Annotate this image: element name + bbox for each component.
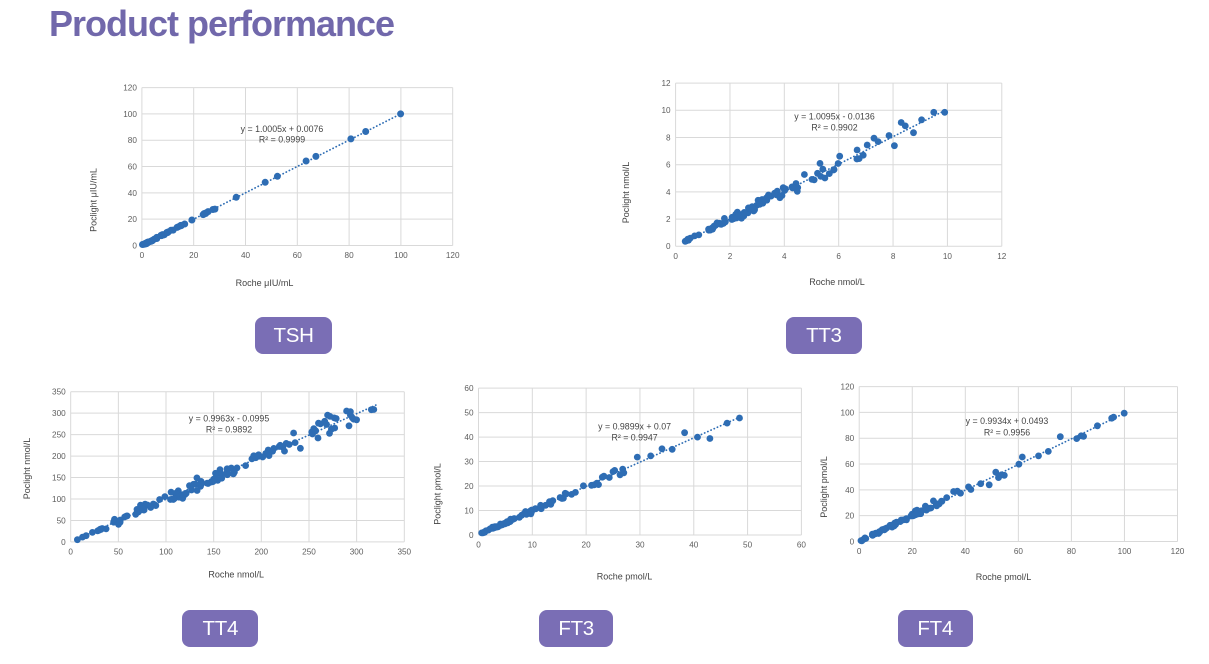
svg-text:10: 10	[943, 252, 953, 261]
svg-text:100: 100	[123, 110, 137, 119]
svg-text:y = 1.0005x + 0.0076: y = 1.0005x + 0.0076	[241, 124, 324, 134]
svg-text:250: 250	[302, 547, 316, 556]
svg-text:12: 12	[997, 252, 1007, 261]
svg-text:40: 40	[845, 486, 855, 495]
svg-text:2: 2	[666, 215, 671, 224]
svg-text:80: 80	[1067, 547, 1077, 556]
svg-text:60: 60	[464, 384, 474, 393]
svg-text:250: 250	[52, 431, 66, 440]
svg-text:300: 300	[350, 547, 364, 556]
svg-text:2: 2	[728, 252, 733, 261]
svg-text:350: 350	[52, 388, 66, 397]
svg-text:Roche pmol/L: Roche pmol/L	[976, 572, 1032, 582]
svg-text:0: 0	[850, 537, 855, 546]
svg-text:20: 20	[908, 547, 918, 556]
svg-text:10: 10	[464, 506, 474, 515]
svg-text:R² = 0.9947: R² = 0.9947	[611, 432, 657, 442]
svg-text:0: 0	[61, 538, 66, 547]
svg-text:350: 350	[397, 547, 411, 556]
svg-text:150: 150	[207, 547, 221, 556]
svg-text:300: 300	[52, 409, 66, 418]
svg-text:120: 120	[123, 84, 137, 93]
svg-text:6: 6	[836, 252, 841, 261]
svg-text:y = 0.9963x - 0.0995: y = 0.9963x - 0.0995	[189, 414, 270, 424]
svg-text:200: 200	[254, 547, 268, 556]
svg-text:20: 20	[464, 482, 474, 491]
svg-text:8: 8	[891, 252, 896, 261]
svg-text:10: 10	[528, 541, 538, 550]
svg-text:50: 50	[464, 409, 474, 418]
svg-text:80: 80	[128, 136, 138, 145]
svg-text:40: 40	[241, 251, 251, 260]
svg-text:0: 0	[857, 547, 862, 556]
svg-text:4: 4	[666, 188, 671, 197]
svg-text:0: 0	[68, 547, 73, 556]
svg-text:R² = 0.9892: R² = 0.9892	[206, 425, 252, 435]
svg-text:Roche pmol/L: Roche pmol/L	[597, 572, 653, 582]
svg-text:0: 0	[132, 241, 137, 250]
svg-text:150: 150	[52, 473, 66, 482]
svg-text:Poclight pmol/L: Poclight pmol/L	[433, 463, 443, 525]
svg-text:60: 60	[797, 541, 807, 550]
svg-text:40: 40	[128, 189, 138, 198]
svg-text:60: 60	[845, 460, 855, 469]
svg-text:120: 120	[1171, 547, 1185, 556]
svg-text:120: 120	[446, 251, 460, 260]
svg-text:4: 4	[782, 252, 787, 261]
svg-text:8: 8	[666, 133, 671, 142]
svg-text:20: 20	[845, 512, 855, 521]
svg-text:0: 0	[140, 251, 145, 260]
svg-text:0: 0	[476, 541, 481, 550]
svg-text:R² = 0.9956: R² = 0.9956	[984, 427, 1030, 437]
svg-text:60: 60	[293, 251, 303, 260]
svg-text:Poclight nmol/L: Poclight nmol/L	[621, 162, 631, 224]
svg-text:R² = 0.9999: R² = 0.9999	[259, 134, 305, 144]
svg-text:0: 0	[666, 242, 671, 251]
svg-text:Poclight nmol/L: Poclight nmol/L	[22, 438, 32, 500]
svg-text:y = 1.0095x - 0.0136: y = 1.0095x - 0.0136	[794, 111, 875, 121]
svg-text:y = 0.9899x + 0.07: y = 0.9899x + 0.07	[598, 421, 671, 431]
svg-text:60: 60	[1014, 547, 1024, 556]
svg-text:80: 80	[845, 434, 855, 443]
svg-text:100: 100	[52, 495, 66, 504]
svg-text:20: 20	[128, 215, 138, 224]
svg-text:Roche nmol/L: Roche nmol/L	[809, 277, 865, 287]
svg-text:20: 20	[582, 541, 592, 550]
svg-text:40: 40	[464, 433, 474, 442]
svg-text:y = 0.9934x + 0.0493: y = 0.9934x + 0.0493	[966, 416, 1049, 426]
svg-text:50: 50	[57, 516, 67, 525]
svg-text:50: 50	[114, 547, 124, 556]
svg-text:50: 50	[743, 541, 753, 550]
svg-text:R² = 0.9902: R² = 0.9902	[811, 123, 857, 133]
svg-text:0: 0	[673, 252, 678, 261]
svg-text:120: 120	[841, 383, 855, 392]
svg-text:Roche μIU/mL: Roche μIU/mL	[236, 278, 294, 288]
svg-text:Poclight pmol/L: Poclight pmol/L	[819, 456, 829, 518]
svg-text:20: 20	[189, 251, 199, 260]
svg-text:10: 10	[661, 106, 671, 115]
svg-text:200: 200	[52, 452, 66, 461]
svg-text:100: 100	[394, 251, 408, 260]
svg-text:12: 12	[661, 79, 671, 88]
svg-text:0: 0	[469, 531, 474, 540]
svg-text:Roche nmol/L: Roche nmol/L	[208, 569, 264, 579]
svg-text:40: 40	[961, 547, 971, 556]
svg-text:100: 100	[841, 408, 855, 417]
svg-text:100: 100	[159, 547, 173, 556]
svg-text:Poclight μIU/mL: Poclight μIU/mL	[89, 168, 99, 232]
svg-text:60: 60	[128, 163, 138, 172]
svg-text:30: 30	[464, 457, 474, 466]
svg-text:100: 100	[1118, 547, 1132, 556]
svg-text:30: 30	[635, 541, 645, 550]
svg-text:6: 6	[666, 161, 671, 170]
svg-text:80: 80	[345, 251, 355, 260]
svg-text:40: 40	[689, 541, 699, 550]
